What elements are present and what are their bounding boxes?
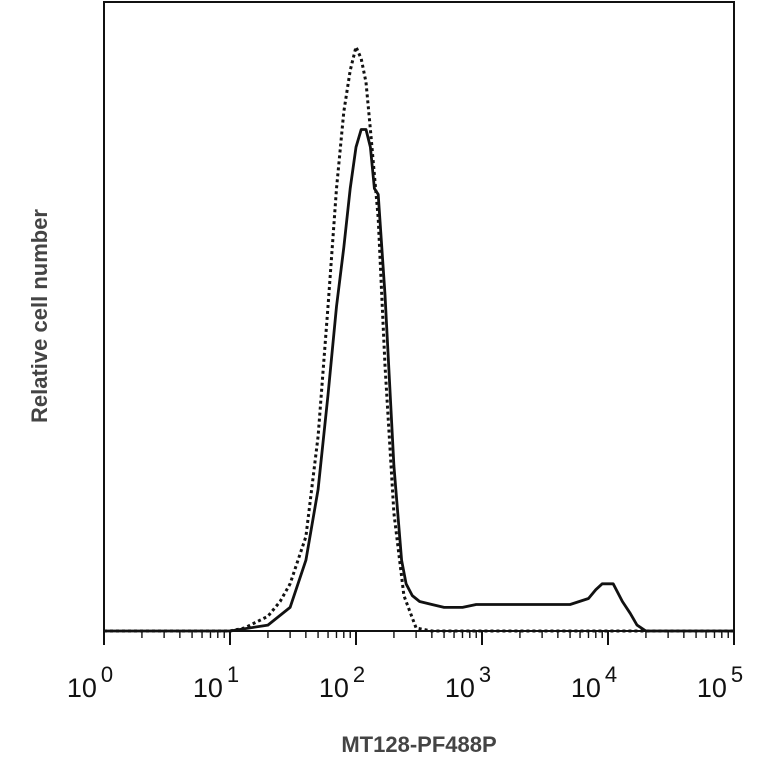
x-axis-label: MT128-PF488P [341, 732, 496, 757]
x-axis-ticks [103, 631, 735, 645]
y-axis-label: Relative cell number [27, 209, 52, 423]
x-tick-label: 10 2 [319, 662, 365, 703]
x-tick-label: 10 4 [571, 662, 617, 703]
series-group [104, 45, 734, 633]
plot-frame [103, 1, 735, 632]
x-tick-label: 10 3 [445, 662, 491, 703]
sample-histogram-solid-line [104, 128, 734, 633]
control-histogram-dotted-line [104, 45, 734, 633]
x-tick-label: 10 5 [697, 662, 743, 703]
x-tick-label: 10 1 [193, 662, 239, 703]
x-axis-tick-labels: 10 0 10 1 10 2 10 3 10 4 10 5 [67, 662, 743, 703]
x-tick-label: 10 0 [67, 662, 113, 703]
